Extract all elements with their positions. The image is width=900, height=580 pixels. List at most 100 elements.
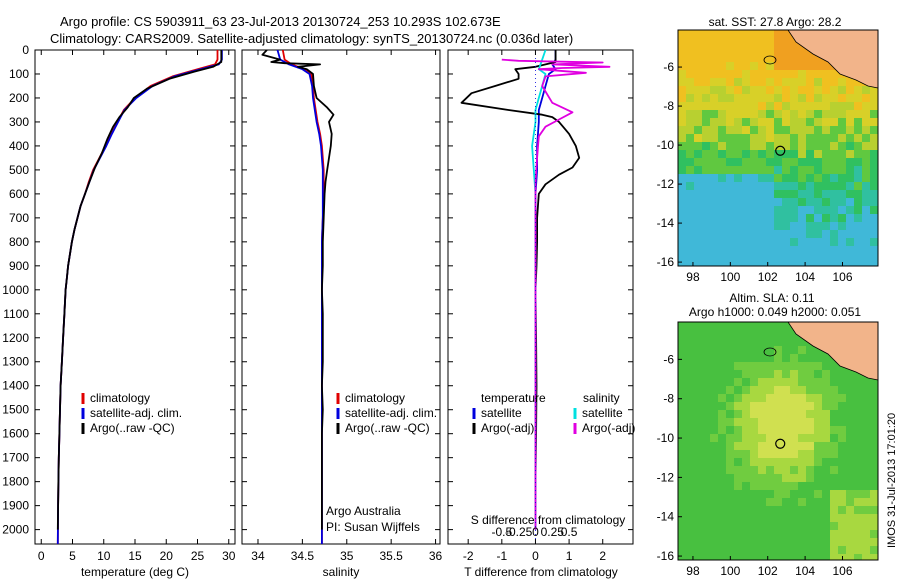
depth-tick-label: 1400 <box>2 379 29 393</box>
s-difference-tick-label: -0.5 <box>491 525 512 539</box>
sla_map-cell <box>862 554 870 560</box>
s-legend-label: Argo(-adj) <box>582 421 635 435</box>
sla_map-cell <box>838 530 846 538</box>
sla_map-cell <box>686 386 694 394</box>
sst_map-cell <box>702 246 710 254</box>
sla_map-cell <box>766 394 774 402</box>
sla_map-cell <box>750 330 758 338</box>
sla_map-cell <box>678 514 686 522</box>
sst-map-title: sat. SST: 27.8 Argo: 28.2 <box>709 15 842 29</box>
sla_map-cell <box>686 354 694 362</box>
depth-tick-label: 1900 <box>2 499 29 513</box>
sst_map-cell <box>862 222 870 230</box>
sla_map-cell <box>710 522 718 530</box>
sst_map-cell <box>726 214 734 222</box>
sla_map-cell <box>710 322 718 330</box>
sla_map-cell <box>734 498 742 506</box>
sst_map-cell <box>758 102 766 110</box>
sla_map-cell <box>750 362 758 370</box>
sla_map-cell <box>838 458 846 466</box>
sla_map-cell <box>782 402 790 410</box>
temperature-legend-label: climatology <box>90 391 150 405</box>
sst_map-cell <box>782 158 790 166</box>
sla_map-cell <box>734 330 742 338</box>
sst_map-cell <box>766 102 774 110</box>
sla_map-cell <box>718 386 726 394</box>
sla_map-cell <box>726 546 734 554</box>
sst_map-cell <box>774 222 782 230</box>
sla_map-cell <box>678 346 686 354</box>
sla_map-cell <box>846 458 854 466</box>
sst_map-cell <box>702 102 710 110</box>
sst_map-y-tick-label: -16 <box>657 255 675 269</box>
sla_map-cell <box>678 538 686 546</box>
sst_map-cell <box>742 110 750 118</box>
sst_map-y-tick-label: -6 <box>663 60 674 74</box>
sst_map-cell <box>822 102 830 110</box>
sst_map-cell <box>726 254 734 262</box>
sst_map-cell <box>870 118 878 126</box>
sla_map-cell <box>798 554 806 560</box>
sla_map-cell <box>742 330 750 338</box>
sst_map-cell <box>830 86 838 94</box>
salinity-x-tick-label: 36 <box>429 549 443 563</box>
sst_map-cell <box>814 62 822 70</box>
sst_map-cell <box>806 246 814 254</box>
sst_map-cell <box>782 110 790 118</box>
sst_map-cell <box>774 70 782 78</box>
sst_map-cell <box>846 214 854 222</box>
sst_map-cell <box>694 262 702 266</box>
sst_map-cell <box>830 190 838 198</box>
sla_map-cell <box>782 370 790 378</box>
sla_map-cell <box>782 330 790 338</box>
sst_map-cell <box>838 238 846 246</box>
sla_map-cell <box>782 442 790 450</box>
sla_map-cell <box>806 538 814 546</box>
sla_map-cell <box>702 474 710 482</box>
sst_map-cell <box>686 254 694 262</box>
sst_map-cell <box>734 30 742 38</box>
sst_map-cell <box>678 38 686 46</box>
sst_map-cell <box>790 190 798 198</box>
sla_map-cell <box>678 482 686 490</box>
sla_map-cell <box>726 490 734 498</box>
sla_map-x-tick-label: 100 <box>720 564 740 578</box>
sst_map-cell <box>742 62 750 70</box>
sla_map-cell <box>774 418 782 426</box>
sst_map-cell <box>678 158 686 166</box>
sst_map-cell <box>870 246 878 254</box>
sst_map-cell <box>814 182 822 190</box>
sst_map-cell <box>702 78 710 86</box>
sla_map-cell <box>790 386 798 394</box>
sst_map-cell <box>726 134 734 142</box>
sst_map-x-tick-label: 106 <box>832 270 852 284</box>
sla_map-cell <box>838 490 846 498</box>
sst_map-cell <box>750 134 758 142</box>
sst_map-cell <box>830 254 838 262</box>
sst_map-cell <box>678 174 686 182</box>
sst_map-cell <box>718 206 726 214</box>
sla_map-cell <box>870 538 878 546</box>
sla_map-cell <box>830 522 838 530</box>
sla_map-cell <box>734 338 742 346</box>
sst_map-x-tick-label: 100 <box>720 270 740 284</box>
sla_map-cell <box>734 490 742 498</box>
sst_map-cell <box>742 174 750 182</box>
sla_map-cell <box>782 338 790 346</box>
depth-tick-label: 900 <box>9 259 29 273</box>
sst_map-cell <box>694 30 702 38</box>
sst_map-cell <box>734 126 742 134</box>
sla_map-cell <box>798 354 806 362</box>
sst_map-cell <box>790 118 798 126</box>
sla_map-cell <box>806 370 814 378</box>
sst_map-cell <box>718 214 726 222</box>
sst_map-cell <box>694 118 702 126</box>
sla_map-cell <box>854 474 862 482</box>
sla-map-title: Altim. SLA: 0.11 <box>729 291 814 305</box>
sla_map-cell <box>798 474 806 482</box>
sla_map-cell <box>734 410 742 418</box>
sst_map-cell <box>718 78 726 86</box>
sst_map-cell <box>862 174 870 182</box>
sst_map-cell <box>678 198 686 206</box>
sst_map-cell <box>822 262 830 266</box>
